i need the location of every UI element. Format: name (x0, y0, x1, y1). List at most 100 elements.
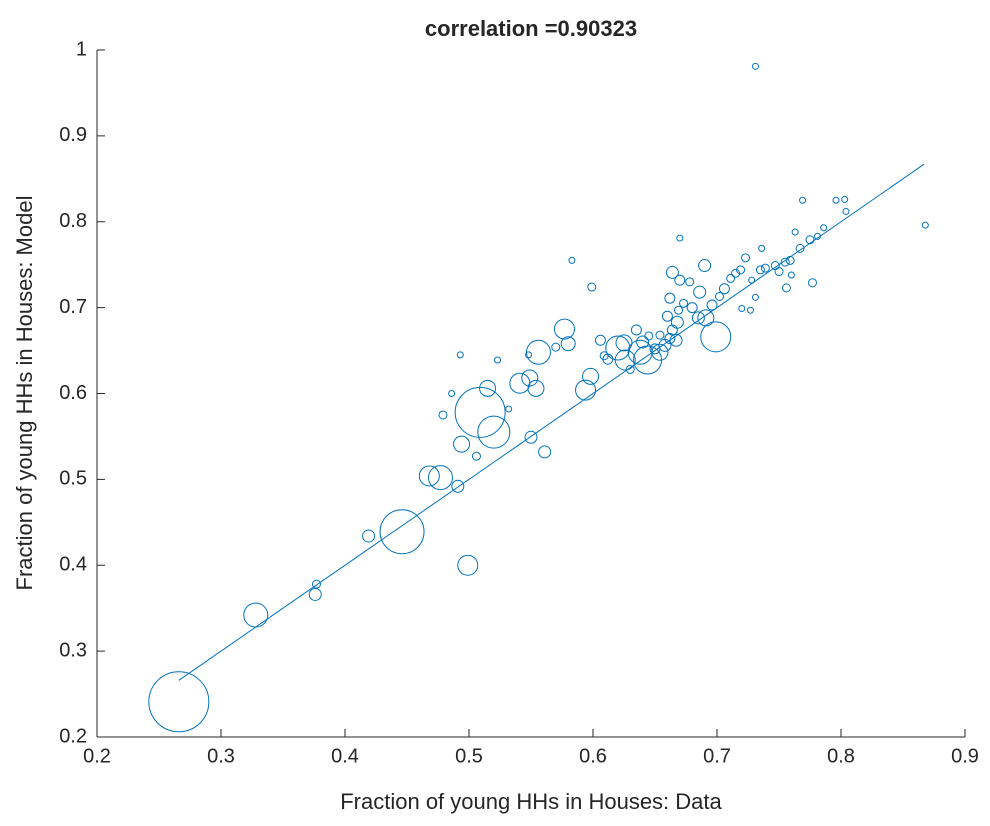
x-tick-label: 0.6 (579, 745, 607, 767)
bubble (738, 304, 746, 312)
bubble (799, 196, 807, 204)
bubble (674, 274, 686, 286)
bubble (698, 259, 712, 273)
bubble (670, 315, 684, 329)
x-tick-label: 0.9 (951, 745, 979, 767)
x-tick-label: 0.2 (83, 745, 111, 767)
bubble (787, 271, 795, 279)
x-tick-label: 0.5 (455, 745, 483, 767)
bubble (781, 283, 791, 293)
bubble (479, 379, 497, 397)
bubble (587, 282, 597, 292)
bubble (582, 367, 600, 385)
bubble (674, 305, 684, 315)
bubble (538, 445, 552, 459)
bubble (805, 235, 815, 245)
x-tick-label: 0.3 (207, 745, 235, 767)
y-tick-label: 0.2 (59, 725, 87, 747)
bubble (700, 321, 732, 353)
bubble (560, 336, 576, 352)
bubble (553, 318, 575, 340)
bubble (418, 465, 440, 487)
bubble (741, 253, 751, 263)
bubble (457, 554, 479, 576)
y-tick-label: 1 (76, 38, 87, 60)
bubble (746, 306, 754, 314)
bubble (686, 302, 698, 314)
y-tick-label: 0.8 (59, 210, 87, 232)
x-tick-label: 0.8 (827, 745, 855, 767)
bubble (714, 291, 724, 301)
bubble (665, 265, 679, 279)
bubble (676, 234, 684, 242)
bubble (308, 587, 322, 601)
bubble (664, 333, 676, 345)
x-axis-label: Fraction of young HHs in Houses: Data (340, 789, 722, 814)
x-tick-label: 0.4 (331, 745, 359, 767)
bubble (625, 364, 635, 374)
y-tick-label: 0.4 (59, 554, 87, 576)
bubble (362, 529, 376, 543)
bubble (921, 221, 929, 229)
bubble (751, 293, 759, 301)
bubble (614, 349, 636, 371)
bubble (575, 379, 597, 401)
y-tick-label: 0.9 (59, 124, 87, 146)
bubble (454, 386, 506, 438)
bubble (630, 324, 642, 336)
bubble (602, 353, 614, 365)
bubble (636, 335, 650, 349)
bubble (311, 579, 321, 589)
bubble (795, 243, 805, 253)
bubble (379, 509, 425, 555)
bubble (649, 343, 661, 355)
bubble (494, 356, 502, 364)
bubble (525, 351, 533, 359)
bubble (758, 244, 766, 252)
chart-title: correlation =0.90323 (425, 16, 637, 41)
bubble (841, 195, 849, 203)
bubble (807, 278, 817, 288)
bubble (594, 334, 606, 346)
bubble (685, 277, 695, 287)
bubble (527, 379, 545, 397)
x-tick-label: 0.7 (703, 745, 731, 767)
bubble (568, 256, 576, 264)
bubble (731, 268, 741, 278)
fit-line (178, 163, 925, 681)
bubble (524, 430, 538, 444)
bubble (691, 311, 705, 325)
bubble (760, 263, 770, 273)
bubble (664, 292, 676, 304)
y-tick-label: 0.7 (59, 296, 87, 318)
bubble (521, 369, 539, 387)
bubble (842, 207, 850, 215)
bubble (785, 255, 795, 265)
bubble (774, 267, 784, 277)
y-tick-label: 0.3 (59, 639, 87, 661)
bubble (427, 465, 453, 491)
bubble (551, 342, 561, 352)
bubble (726, 273, 736, 283)
bubble (477, 415, 511, 449)
bubble (693, 285, 707, 299)
bubble (718, 283, 730, 295)
bubble (655, 330, 665, 340)
bubble (148, 671, 210, 733)
bubble (448, 390, 456, 397)
y-axis-label: Fraction of young HHs in Houses: Model (12, 196, 37, 591)
bubble (661, 310, 673, 322)
bubble (706, 299, 718, 311)
bubble (453, 435, 471, 453)
bubble (697, 309, 715, 327)
bubble (755, 265, 765, 275)
bubble (679, 298, 689, 308)
bubble (438, 410, 448, 420)
bubble (666, 324, 678, 336)
y-tick-label: 0.6 (59, 382, 87, 404)
bubble (780, 257, 790, 267)
bubble (509, 372, 531, 394)
y-tick-label: 0.5 (59, 468, 87, 490)
bubble (471, 451, 481, 461)
